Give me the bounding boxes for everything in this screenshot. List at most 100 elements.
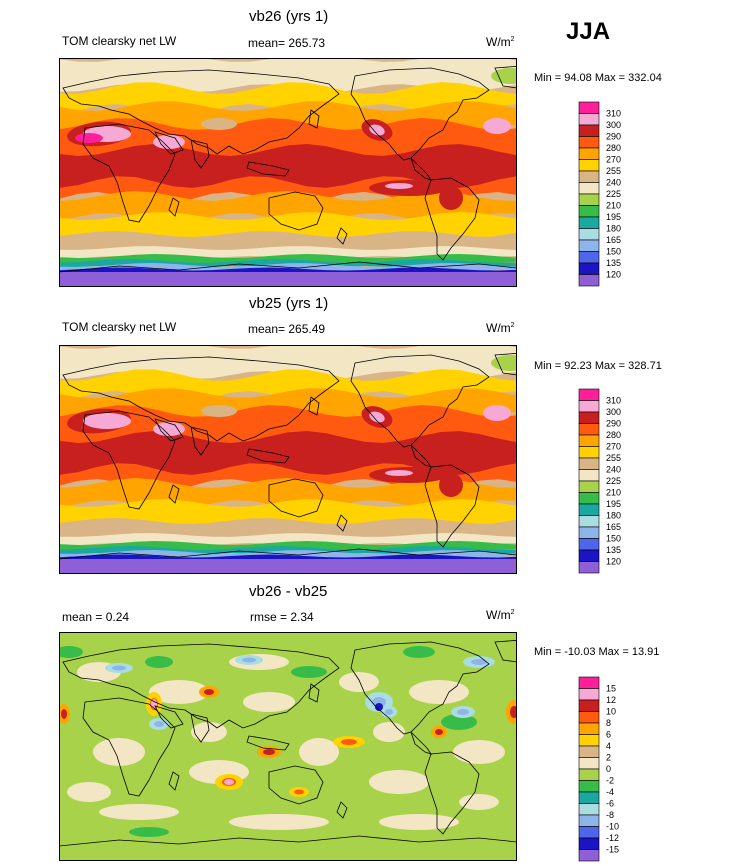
colorbar-swatch [578,538,600,551]
coastline [424,751,480,835]
colorbar-tick-label: 4 [606,741,611,751]
contour-region [457,709,469,715]
colorbar-swatch [578,434,600,447]
colorbar-swatch [578,561,600,574]
colorbar-swatch [578,469,600,482]
colorbar-tick-label: 280 [606,143,621,153]
colorbar-tick-label: 210 [606,201,621,211]
contour-region [483,118,511,134]
contour-region [201,118,237,130]
coastline [59,261,517,287]
colorbar-tick-label: 240 [606,465,621,475]
colorbar-swatch [578,228,600,241]
map-difference [59,632,517,861]
colorbar-tick-label: 165 [606,522,621,532]
contour-band [59,345,517,379]
colorbar-swatch [578,182,600,195]
contour-region [459,794,499,810]
contour-region [149,680,209,704]
colorbar-swatch [578,814,600,827]
colorbar-vb25: 3103002902802702552402252101951801651501… [578,388,621,574]
contour-region [67,782,111,802]
contour-region [385,183,413,189]
coastline [154,418,184,442]
contour-region [145,656,173,668]
colorbar-swatch [578,262,600,275]
variable-label: TOM clearsky net LW [62,320,177,334]
colorbar-tick-label: 255 [606,166,621,176]
colorbar-tick-label: -10 [606,822,619,832]
colorbar-swatch [578,216,600,229]
colorbar-swatch [578,492,600,505]
coastline [168,771,180,791]
colorbar-swatch [578,688,600,701]
colorbar-swatch [578,205,600,218]
contour-region [299,738,339,766]
contour-region [341,739,357,745]
contour-region [243,692,295,712]
colorbar-swatch [578,388,600,401]
coastline [62,643,340,729]
contour-region [229,814,329,830]
colorbar-tick-label: 310 [606,109,621,119]
contour-region [242,657,256,663]
mean-label: mean = 0.24 [62,610,130,624]
contour-region [453,740,505,764]
colorbar-swatch [578,768,600,781]
colorbar-swatch [578,734,600,747]
colorbar-tick-label: 290 [606,419,621,429]
contour-region [369,411,385,423]
contour-region [439,186,463,210]
contour-region [483,405,511,421]
colorbar-tick-label: 310 [606,396,621,406]
contour-region [441,714,477,730]
coastline [168,484,180,504]
colorbar-tick-label: 150 [606,534,621,544]
coastline [336,801,348,819]
colorbar-swatch [578,411,600,424]
colorbar-tick-label: 195 [606,212,621,222]
colorbar-swatch [578,147,600,160]
contour-region [373,722,405,742]
variable-label: TOM clearsky net LW [62,34,177,48]
contour-region [372,697,386,707]
colorbar-tick-label: 10 [606,707,616,717]
contour-band [59,144,517,188]
contour-region [379,814,459,830]
coastline [268,478,324,518]
colorbar-tick-label: 135 [606,258,621,268]
colorbar-swatch [578,400,600,413]
map-vb26 [59,58,517,287]
colorbar-swatch [578,515,600,528]
contour-region [439,473,463,497]
colorbar-tick-label: 300 [606,407,621,417]
coastline [424,464,480,548]
colorbar-vb26: 3103002902802702552402252101951801651501… [578,101,621,287]
contour-region [154,721,164,727]
colorbar-tick-label: 225 [606,476,621,486]
contour-region [385,709,393,715]
coastline [154,131,184,155]
coastline [82,697,176,797]
contour-region [339,672,379,692]
coastline [350,67,490,161]
contour-region [491,68,517,84]
colorbar-tick-label: 225 [606,189,621,199]
coastline [246,161,290,177]
colorbar-swatch [578,446,600,459]
colorbar-tick-label: 290 [606,132,621,142]
coastline [62,69,340,155]
colorbar-swatch [578,136,600,149]
contour-region [403,646,435,658]
coastline [336,227,348,245]
coastline [350,354,490,448]
colorbar-tick-label: 120 [606,270,621,280]
coastline [190,426,210,456]
contour-band [59,431,517,475]
contour-band [59,388,517,420]
colorbar-swatch [578,170,600,183]
colorbar-swatch [578,791,600,804]
contour-region [93,738,145,766]
season-label: JJA [566,18,611,45]
contour-region [291,666,327,678]
